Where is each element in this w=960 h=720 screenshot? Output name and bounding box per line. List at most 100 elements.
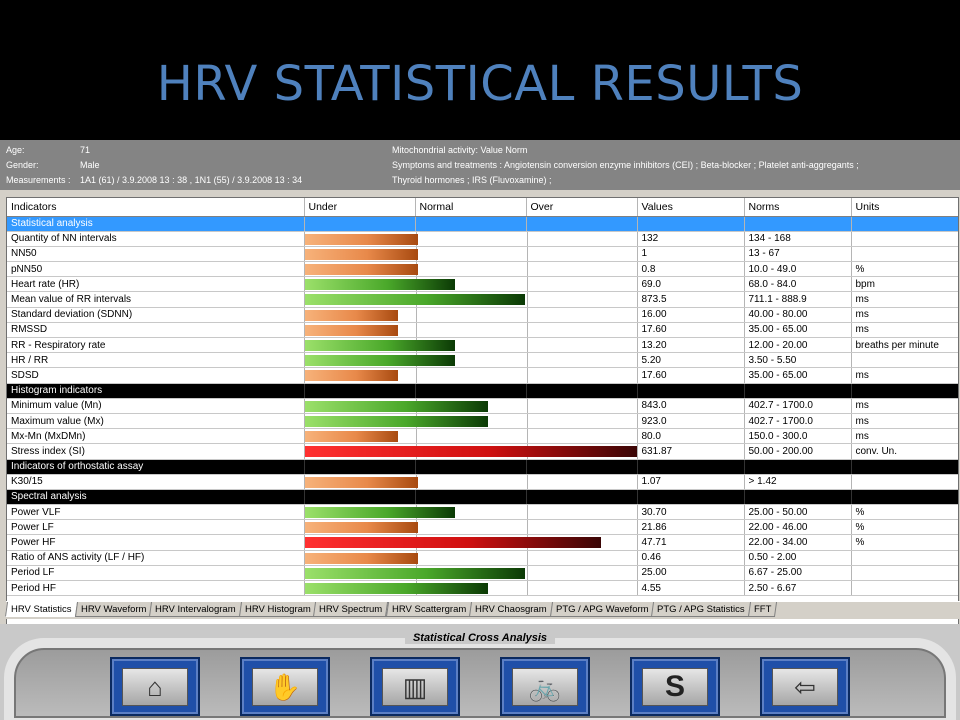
measurements-label: Measurements : xyxy=(6,175,71,185)
section-header-row[interactable]: Indicators of orthostatic assay xyxy=(7,459,958,475)
home-button[interactable]: ⌂ xyxy=(112,659,198,714)
indicator-bar xyxy=(304,233,418,245)
indicator-value: 80.0 xyxy=(637,428,745,445)
section-empty-cell xyxy=(415,383,527,399)
column-header[interactable]: Norms xyxy=(744,198,852,217)
indicator-value: 13.20 xyxy=(637,337,745,354)
section-empty-cell xyxy=(637,489,745,506)
column-header[interactable]: Units xyxy=(851,198,958,217)
patient-labels: Age: Gender: Measurements : xyxy=(6,143,71,188)
table-row[interactable]: Mean value of RR intervals 873.5 711.1 - 8… xyxy=(7,291,958,308)
indicator-norm: 711.1 - 888.9 xyxy=(744,291,852,308)
column-header[interactable]: Values xyxy=(637,198,745,217)
table-row[interactable]: RR - Respiratory rate 13.20 12.00 - 20.00 b… xyxy=(7,337,958,354)
table-row[interactable]: NN50 1 13 - 67 xyxy=(7,246,958,263)
table-row[interactable]: K30/15 1.07 > 1.42 xyxy=(7,474,958,490)
tab-hrv-scattergram[interactable]: HRV Scattergram xyxy=(385,602,472,617)
section-empty-cell xyxy=(304,489,416,506)
s-icon: S xyxy=(642,668,708,706)
indicator-label: Power HF xyxy=(7,534,305,551)
table-row[interactable]: Power LF 21.86 22.00 - 46.00% xyxy=(7,519,958,536)
tab-ptg-apg-waveform[interactable]: PTG / APG Waveform xyxy=(549,602,655,617)
indicator-unit: ms xyxy=(851,307,958,323)
section-header-row[interactable]: Statistical analysis xyxy=(7,216,958,232)
table-row[interactable]: Period HF 4.55 2.50 - 6.67 xyxy=(7,580,958,597)
tab-hrv-waveform[interactable]: HRV Waveform xyxy=(74,602,153,617)
table-row[interactable]: Ratio of ANS activity (LF / HF) 0.46 0.50 … xyxy=(7,550,958,566)
section-empty-cell xyxy=(526,383,638,399)
indicator-bar xyxy=(304,400,488,412)
indicator-norm: 35.00 - 65.00 xyxy=(744,322,852,339)
tab-hrv-histogram[interactable]: HRV Histogram xyxy=(238,602,317,617)
section-empty-cell xyxy=(415,489,527,506)
column-divider xyxy=(526,353,528,367)
table-row[interactable]: SDSD 17.60 35.00 - 65.00 ms xyxy=(7,367,958,384)
waveform-button[interactable]: ▥ xyxy=(372,659,458,714)
section-empty-cell xyxy=(851,489,958,506)
tab-ptg-apg-statistics[interactable]: PTG / APG Statistics xyxy=(651,602,751,617)
table-row[interactable]: Standard deviation (SDNN) 16.00 40.00 - 80… xyxy=(7,307,958,323)
tab-hrv-spectrum[interactable]: HRV Spectrum xyxy=(313,602,389,617)
section-empty-cell xyxy=(744,216,852,232)
table-row[interactable]: Power HF 47.71 22.00 - 34.00% xyxy=(7,534,958,551)
table-row[interactable]: Heart rate (HR) 69.0 68.0 - 84.0 bpm xyxy=(7,276,958,293)
indicator-norm: 2.50 - 6.67 xyxy=(744,580,852,597)
section-empty-cell xyxy=(851,459,958,475)
indicator-bar xyxy=(304,370,398,382)
indicator-value: 5.20 xyxy=(637,352,745,369)
indicator-label: Heart rate (HR) xyxy=(7,276,305,293)
column-divider xyxy=(526,581,528,595)
mitochondrial-activity: Mitochondrial activity: Value Norm xyxy=(392,145,528,155)
column-divider xyxy=(526,474,528,489)
gender-value: Male xyxy=(80,160,100,170)
table-row[interactable]: Stress index (SI) 631.87 50.00 - 200.00 con… xyxy=(7,443,958,460)
indicator-unit xyxy=(851,565,958,582)
indicator-norm: 150.0 - 300.0 xyxy=(744,428,852,445)
indicator-label: RMSSD xyxy=(7,322,305,339)
section-empty-cell xyxy=(415,459,527,475)
table-row[interactable]: Quantity of NN intervals 132 134 - 168 xyxy=(7,231,958,247)
indicator-bar-cell xyxy=(304,580,638,597)
section-header-row[interactable]: Spectral analysis xyxy=(7,489,958,506)
column-header[interactable]: Indicators xyxy=(7,198,305,217)
table-row[interactable]: Mx-Mn (MxDMn) 80.0 150.0 - 300.0 ms xyxy=(7,428,958,445)
table-row[interactable]: Period LF 25.00 6.67 - 25.00 xyxy=(7,565,958,582)
indicator-label: Period HF xyxy=(7,580,305,597)
column-header[interactable]: Normal xyxy=(415,198,527,217)
column-header[interactable]: Under xyxy=(304,198,416,217)
indicator-value: 47.71 xyxy=(637,534,745,551)
tab-fft[interactable]: FFT xyxy=(747,602,778,617)
table-row[interactable]: Maximum value (Mx) 923.0 402.7 - 1700.0 ms xyxy=(7,413,958,430)
table-row[interactable]: Power VLF 30.70 25.00 - 50.00% xyxy=(7,504,958,521)
hand-button[interactable]: ✋ xyxy=(242,659,328,714)
column-header[interactable]: Over xyxy=(526,198,638,217)
indicator-label: Power VLF xyxy=(7,504,305,521)
indicator-unit: ms xyxy=(851,398,958,414)
tab-hrv-chaosgram[interactable]: HRV Chaosgram xyxy=(468,602,553,617)
back-button[interactable]: ⇦ xyxy=(762,659,848,714)
table-row[interactable]: RMSSD 17.60 35.00 - 65.00 ms xyxy=(7,322,958,339)
indicator-label: Stress index (SI) xyxy=(7,443,305,460)
section-header-row[interactable]: Histogram indicators xyxy=(7,383,958,399)
table-row[interactable]: Minimum value (Mn) 843.0 402.7 - 1700.0 ms xyxy=(7,398,958,414)
indicator-bar-cell xyxy=(304,307,638,323)
waveform-icon: ▥ xyxy=(382,668,448,706)
s-button[interactable]: S xyxy=(632,659,718,714)
indicator-norm: 402.7 - 1700.0 xyxy=(744,398,852,414)
indicator-label: Quantity of NN intervals xyxy=(7,231,305,247)
column-divider xyxy=(526,292,528,307)
indicator-value: 873.5 xyxy=(637,291,745,308)
results-grid[interactable]: Indicators Under Normal Over Values Norms Unit… xyxy=(6,197,959,720)
tab-hrv-intervalogram[interactable]: HRV Intervalogram xyxy=(148,602,242,617)
table-row[interactable]: HR / RR 5.20 3.50 - 5.50 xyxy=(7,352,958,369)
indicator-value: 0.46 xyxy=(637,550,745,566)
tab-hrv-statistics[interactable]: HRV Statistics xyxy=(4,602,78,617)
indicator-label: SDSD xyxy=(7,367,305,384)
bicycle-button[interactable]: 🚲 xyxy=(502,659,588,714)
indicator-bar-cell xyxy=(304,398,638,414)
indicator-label: Power LF xyxy=(7,519,305,536)
column-divider xyxy=(526,307,528,322)
indicator-unit: ms xyxy=(851,428,958,445)
table-row[interactable]: pNN50 0.8 10.0 - 49.0% xyxy=(7,261,958,278)
slide-title: HRV STATISTICAL RESULTS xyxy=(156,56,804,112)
